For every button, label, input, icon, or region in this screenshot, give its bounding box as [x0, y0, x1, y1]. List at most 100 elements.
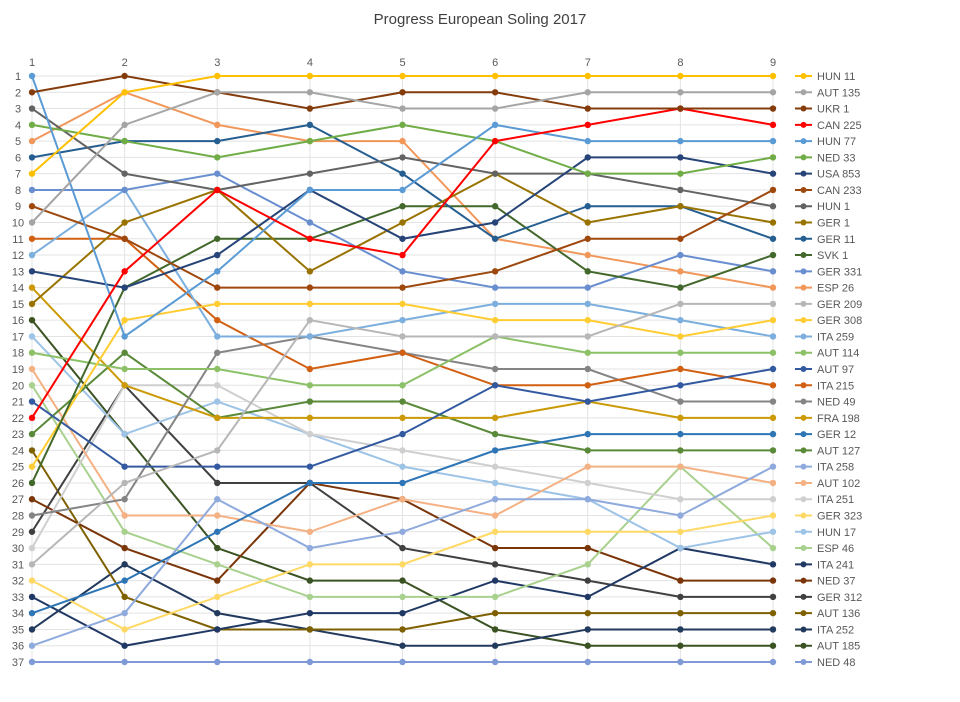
data-point [399, 658, 406, 666]
data-point [214, 382, 221, 389]
data-point [306, 365, 314, 373]
data-point [306, 89, 314, 96]
data-point [399, 170, 406, 177]
y-tick-label: 14 [12, 283, 24, 295]
data-point [584, 89, 591, 96]
data-point [677, 382, 684, 389]
legend-label: GER 331 [817, 266, 862, 278]
legend-item: FRA 198 [795, 413, 860, 425]
legend-item: GER 323 [795, 511, 862, 523]
data-point [584, 154, 591, 161]
data-point [214, 186, 221, 194]
series-ger-12 [28, 430, 777, 617]
data-point [769, 626, 777, 633]
data-point [769, 251, 777, 259]
data-point [121, 626, 128, 633]
x-tick-label: 4 [307, 57, 313, 69]
legend-label: AUT 135 [817, 87, 860, 99]
data-point [214, 349, 221, 356]
data-point [214, 89, 221, 96]
data-point [28, 642, 36, 649]
y-tick-label: 18 [12, 348, 24, 360]
data-point [214, 658, 221, 666]
legend-item: ITA 252 [795, 624, 854, 636]
data-point [769, 300, 777, 308]
legend-item: GER 1 [795, 218, 850, 230]
data-point [306, 121, 314, 129]
data-point [306, 626, 314, 633]
y-tick-label: 28 [12, 511, 24, 523]
legend-label: ITA 258 [817, 462, 854, 474]
data-point [677, 496, 684, 503]
data-point [491, 300, 499, 308]
legend-item: CAN 225 [795, 120, 862, 132]
chart-title: Progress European Soling 2017 [374, 11, 587, 28]
legend-item: GER 11 [795, 234, 855, 246]
data-point [677, 593, 684, 601]
data-point [491, 496, 499, 503]
legend-item: AUT 102 [795, 478, 860, 490]
legend-item: ITA 241 [795, 559, 854, 571]
data-point [214, 72, 221, 80]
data-point [584, 300, 591, 308]
y-tick-label: 1 [15, 71, 21, 83]
series-ita-251 [28, 382, 777, 552]
y-tick-label: 19 [12, 364, 24, 376]
data-point [399, 463, 406, 470]
y-tick-label: 26 [12, 478, 24, 490]
data-point [399, 105, 406, 112]
legend-item: AUT 135 [795, 87, 860, 99]
legend-label: GER 11 [817, 234, 855, 246]
data-point [491, 137, 499, 145]
data-point [306, 235, 314, 242]
legend-swatch-marker [800, 333, 807, 340]
series-aut-135 [28, 89, 777, 226]
data-point [121, 219, 128, 226]
data-point [584, 284, 591, 291]
data-point [491, 512, 499, 519]
y-tick-label: 15 [12, 299, 24, 311]
y-tick-label: 4 [15, 120, 21, 132]
data-point [769, 577, 777, 584]
data-point [214, 479, 221, 487]
data-point [769, 593, 777, 601]
data-point [584, 105, 591, 112]
data-point [28, 577, 36, 584]
legend-swatch-marker [800, 642, 807, 649]
data-point [769, 121, 777, 129]
data-point [214, 398, 221, 405]
data-point [491, 577, 499, 584]
legend-label: ITA 251 [817, 494, 854, 506]
data-point [769, 544, 777, 552]
x-tick-label: 1 [29, 57, 35, 69]
x-tick-label: 8 [677, 57, 683, 69]
legend-label: CAN 233 [817, 185, 862, 197]
data-point [214, 284, 221, 291]
data-point [399, 479, 406, 487]
data-point [677, 72, 684, 80]
data-point [28, 154, 36, 161]
legend-swatch-marker [800, 105, 807, 112]
legend-swatch-marker [800, 154, 807, 161]
data-point [121, 463, 128, 470]
data-point [584, 203, 591, 210]
legend-label: AUT 102 [817, 478, 860, 490]
data-point [677, 626, 684, 633]
legend-item: GER 308 [795, 315, 862, 327]
data-point [306, 593, 314, 601]
legend-swatch-marker [800, 186, 807, 193]
legend-swatch-marker [800, 170, 807, 177]
y-tick-label: 11 [12, 234, 23, 246]
data-point [584, 544, 591, 552]
data-point [584, 333, 591, 340]
data-point [584, 430, 591, 438]
y-tick-label: 6 [15, 152, 21, 164]
legend-label: GER 209 [817, 299, 862, 311]
y-tick-label: 27 [12, 494, 24, 506]
data-point [769, 89, 777, 96]
data-point [121, 284, 128, 291]
data-point [491, 105, 499, 112]
data-point [306, 430, 314, 438]
legend-item: GER 12 [795, 429, 856, 441]
